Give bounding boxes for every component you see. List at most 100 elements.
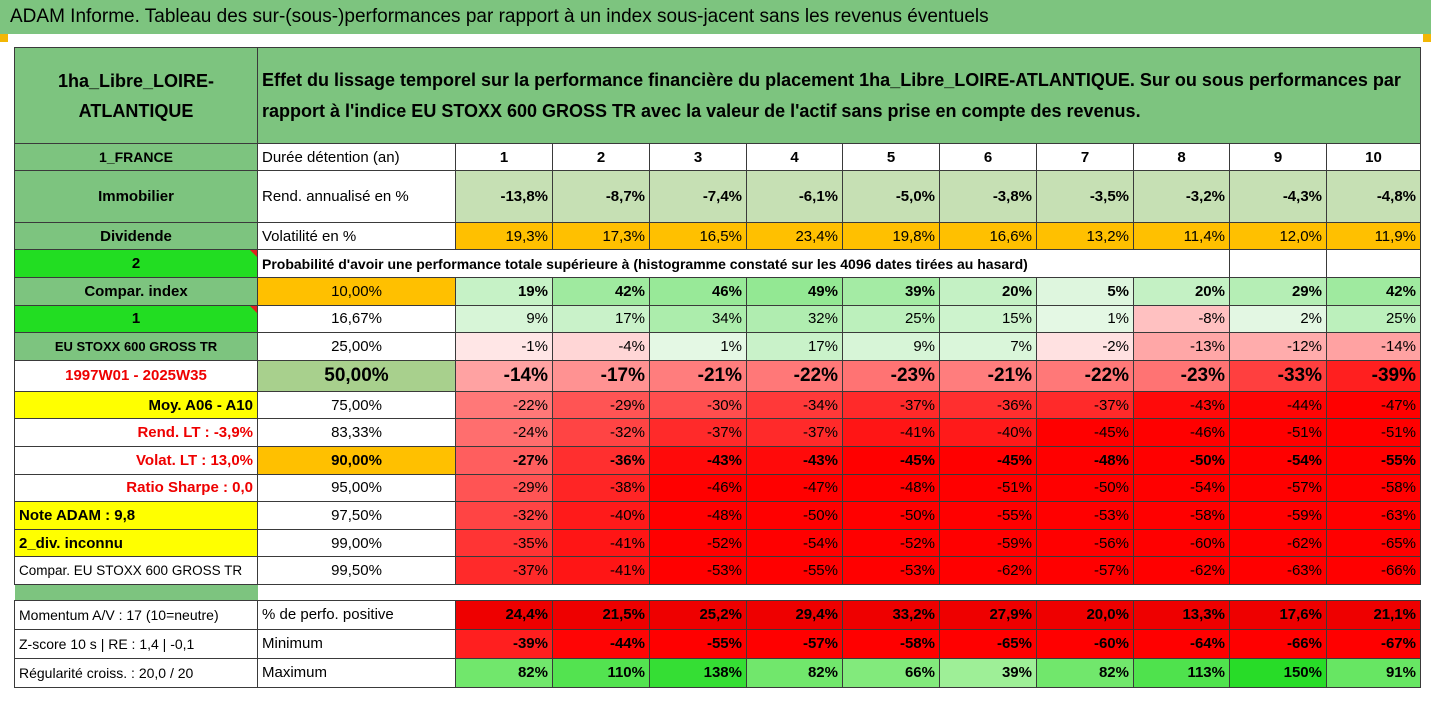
quantile-cell: 2% — [1229, 304, 1327, 334]
summary-cell: 113% — [1133, 657, 1230, 688]
quantile-cell: -55% — [1326, 445, 1421, 475]
quantile-cell: 19% — [455, 277, 553, 306]
quantile-cell: -37% — [746, 418, 843, 447]
summary-cell: -65% — [939, 628, 1037, 659]
return-cell: -3,2% — [1133, 170, 1230, 223]
quantile-cell: -13% — [1133, 332, 1230, 361]
summary-cell: -58% — [842, 628, 940, 659]
return-cell: -3,5% — [1036, 170, 1134, 223]
quantile-cell: -62% — [1133, 556, 1230, 585]
quantile-cell: -37% — [455, 556, 553, 585]
volatility-cell: 12,0% — [1229, 222, 1327, 250]
corner-marker — [1423, 34, 1431, 42]
quantile-cell: -29% — [455, 473, 553, 503]
quantile-cell: -21% — [939, 359, 1037, 392]
quantile-cell: 29% — [1229, 277, 1327, 306]
row-label: Rend. annualisé en % — [257, 170, 456, 223]
quantile-label: 25,00% — [257, 332, 456, 361]
quantile-cell: -43% — [746, 445, 843, 475]
quantile-cell: 15% — [939, 304, 1037, 334]
quantile-cell: -52% — [842, 528, 940, 558]
quantile-cell: 20% — [939, 277, 1037, 306]
year-header: 2 — [552, 143, 650, 171]
metric-label: Momentum A/V : 17 (10=neutre) — [14, 599, 258, 630]
quantile-cell: -32% — [455, 501, 553, 530]
compare-label: Compar. EU STOXX 600 GROSS TR — [14, 556, 258, 585]
quantile-cell: -50% — [1133, 445, 1230, 475]
quantile-cell: 20% — [1133, 277, 1230, 306]
compare-index-label: Compar. index — [14, 277, 258, 306]
return-cell: -5,0% — [842, 170, 940, 223]
quantile-cell: -59% — [939, 528, 1037, 558]
average-label: Moy. A06 - A10 — [14, 390, 258, 420]
quantile-cell: -41% — [842, 418, 940, 447]
quantile-cell: -21% — [649, 359, 747, 392]
quantile-cell: -4% — [552, 332, 650, 361]
quantile-cell: 17% — [552, 304, 650, 334]
year-header: 8 — [1133, 143, 1230, 171]
year-header: 7 — [1036, 143, 1134, 171]
quantile-cell: -41% — [552, 528, 650, 558]
quantile-cell: -30% — [649, 390, 747, 420]
quantile-label: 97,50% — [257, 501, 456, 530]
quantile-cell: -62% — [1229, 528, 1327, 558]
row-label: Volatilité en % — [257, 222, 456, 250]
table-description: Effet du lissage temporel sur la perform… — [257, 47, 1421, 144]
volatility-cell: 17,3% — [552, 222, 650, 250]
quantile-cell: -29% — [552, 390, 650, 420]
dividend-status-label: 2_div. inconnu — [14, 528, 258, 558]
quantile-cell: -51% — [1229, 418, 1327, 447]
quantile-cell: -14% — [1326, 332, 1421, 361]
summary-cell: -57% — [746, 628, 843, 659]
selector-value: 1 — [14, 304, 258, 334]
long-term-return-label: Rend. LT : -3,9% — [14, 418, 258, 447]
quantile-cell: -22% — [455, 390, 553, 420]
row-label: % de perfo. positive — [257, 599, 456, 630]
return-cell: -6,1% — [746, 170, 843, 223]
quantile-cell: -39% — [1326, 359, 1421, 392]
quantile-cell: -63% — [1326, 501, 1421, 530]
volatility-cell: 13,2% — [1036, 222, 1134, 250]
quantile-cell: -45% — [1036, 418, 1134, 447]
summary-cell: 24,4% — [455, 599, 553, 630]
summary-cell: -60% — [1036, 628, 1134, 659]
quantile-cell: 5% — [1036, 277, 1134, 306]
quantile-cell: -45% — [939, 445, 1037, 475]
quantile-cell: -53% — [842, 556, 940, 585]
quantile-cell: -65% — [1326, 528, 1421, 558]
volatility-cell: 23,4% — [746, 222, 843, 250]
quantile-cell: -53% — [649, 556, 747, 585]
quantile-cell: -62% — [939, 556, 1037, 585]
empty-cell — [1229, 249, 1327, 278]
row-label: Durée détention (an) — [257, 143, 456, 171]
quantile-cell: -60% — [1133, 528, 1230, 558]
quantile-cell: -51% — [1326, 418, 1421, 447]
spacer-cell — [258, 584, 1421, 600]
quantile-cell: -23% — [842, 359, 940, 392]
quantile-cell: -57% — [1036, 556, 1134, 585]
volatility-cell: 16,6% — [939, 222, 1037, 250]
summary-cell: 66% — [842, 657, 940, 688]
quantile-cell: 1% — [649, 332, 747, 361]
return-cell: -3,8% — [939, 170, 1037, 223]
quantile-cell: 1% — [1036, 304, 1134, 334]
quantile-cell: -32% — [552, 418, 650, 447]
quantile-cell: -14% — [455, 359, 553, 392]
corner-marker — [0, 34, 8, 42]
quantile-cell: -43% — [649, 445, 747, 475]
quantile-cell: -51% — [939, 473, 1037, 503]
summary-cell: 150% — [1229, 657, 1327, 688]
quantile-cell: -40% — [939, 418, 1037, 447]
quantile-cell: -17% — [552, 359, 650, 392]
quantile-label: 83,33% — [257, 418, 456, 447]
selector-value: 2 — [14, 249, 258, 278]
quantile-cell: -23% — [1133, 359, 1230, 392]
row-label: Maximum — [257, 657, 456, 688]
quantile-cell: -58% — [1133, 501, 1230, 530]
quantile-cell: -59% — [1229, 501, 1327, 530]
year-header: 6 — [939, 143, 1037, 171]
quantile-cell: -22% — [746, 359, 843, 392]
quantile-cell: -43% — [1133, 390, 1230, 420]
quantile-cell: 42% — [1326, 277, 1421, 306]
performance-table: 1ha_Libre_LOIRE-ATLANTIQUE Effet du liss… — [14, 47, 1421, 688]
